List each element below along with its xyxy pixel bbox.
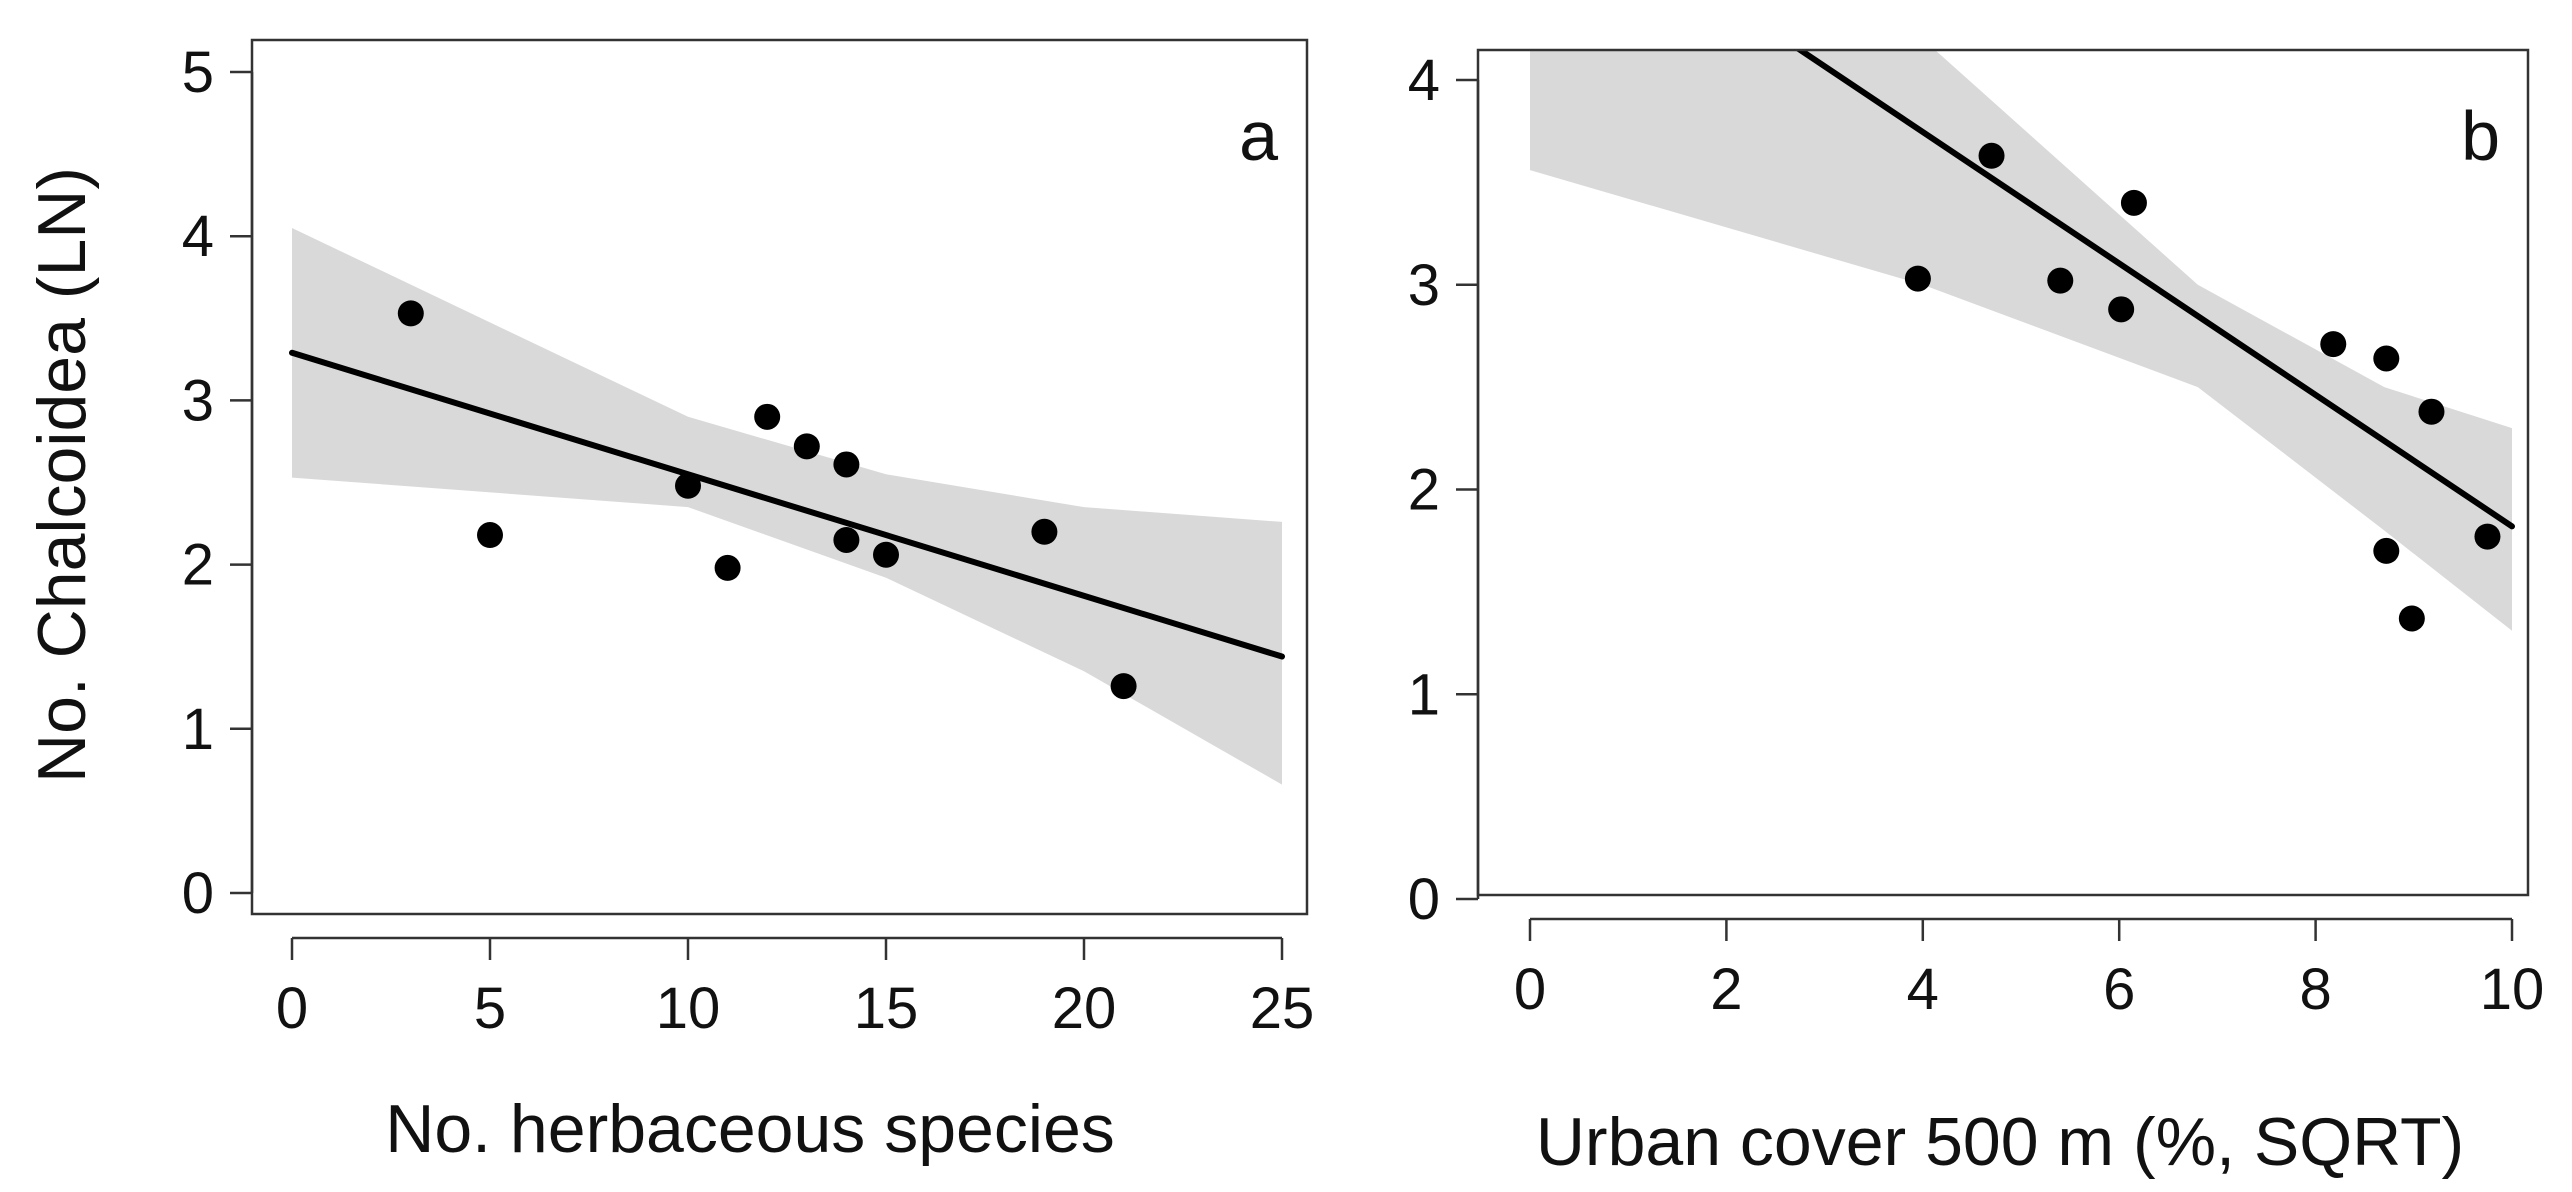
data-point	[1110, 673, 1137, 700]
x-tick-label: 20	[1052, 976, 1117, 1041]
data-point	[1031, 518, 1058, 545]
x-axis-title: No. herbaceous species	[385, 1091, 1115, 1167]
x-tick-label: 10	[656, 976, 721, 1041]
x-tick-label: 25	[1250, 976, 1315, 1041]
regression-line	[289, 349, 1285, 660]
data-point	[2120, 189, 2147, 216]
y-tick-label: 0	[182, 861, 214, 926]
data-point	[1978, 142, 2005, 169]
data-points	[397, 300, 1137, 700]
panel-a: 0 1 2 3 4 5 0 5 10 15 20 25 a No. herbaceous speci…	[24, 38, 1315, 1167]
x-tick-label: 4	[1907, 957, 1939, 1022]
data-point	[2373, 537, 2400, 564]
x-axis: 0 5 10 15 20 25	[276, 936, 1315, 1041]
y-axis-title: No. Chalcoidea (LN)	[24, 167, 100, 783]
x-tick-label: 0	[276, 976, 308, 1041]
y-tick-label: 2	[182, 533, 214, 598]
x-axis: 0 2 4 6 8 10	[1514, 917, 2545, 1022]
x-tick-label: 6	[2103, 957, 2135, 1022]
data-point	[793, 433, 820, 460]
y-tick-label: 0	[1408, 867, 1440, 932]
panel-label: b	[2461, 97, 2500, 175]
confidence-band	[1530, 50, 2512, 631]
regression-line	[1794, 50, 2515, 530]
x-axis-title: Urban cover 500 m (%, SQRT)	[1536, 1104, 2464, 1180]
y-tick-label: 2	[1408, 458, 1440, 523]
y-tick-label: 4	[1408, 48, 1440, 113]
y-axis: 0 1 2 3 4	[1408, 48, 1480, 932]
data-point	[2108, 296, 2135, 323]
x-tick-label: 0	[1514, 957, 1546, 1022]
data-point	[2373, 345, 2400, 372]
panel-label: a	[1239, 97, 1278, 175]
x-tick-label: 5	[474, 976, 506, 1041]
data-point	[477, 522, 503, 549]
y-tick-label: 3	[182, 368, 214, 433]
data-point	[714, 554, 741, 581]
y-tick-label: 1	[1408, 662, 1440, 727]
data-point	[833, 451, 860, 478]
data-points	[1904, 142, 2501, 632]
x-tick-label: 2	[1710, 957, 1742, 1022]
x-tick-label: 15	[854, 976, 919, 1041]
data-point	[754, 403, 781, 430]
data-point	[2047, 267, 2074, 294]
y-tick-label: 5	[182, 40, 214, 105]
y-tick-label: 1	[182, 697, 214, 762]
data-point	[397, 300, 424, 327]
y-tick-label: 3	[1408, 253, 1440, 318]
data-point	[2474, 523, 2501, 550]
y-axis: 0 1 2 3 4 5	[182, 40, 254, 926]
data-point	[833, 526, 860, 553]
panel-b: 0 1 2 3 4 0 2 4 6 8 10 b Urban cover 500 m (%, SQ…	[1408, 48, 2545, 1180]
x-tick-label: 10	[2480, 957, 2545, 1022]
data-point	[873, 541, 899, 568]
data-point	[1904, 265, 1931, 292]
data-point	[2418, 398, 2445, 425]
data-point	[2320, 331, 2347, 358]
data-point	[675, 472, 701, 499]
data-point	[2398, 605, 2425, 632]
x-tick-label: 8	[2299, 957, 2331, 1022]
y-tick-label: 4	[182, 204, 214, 269]
